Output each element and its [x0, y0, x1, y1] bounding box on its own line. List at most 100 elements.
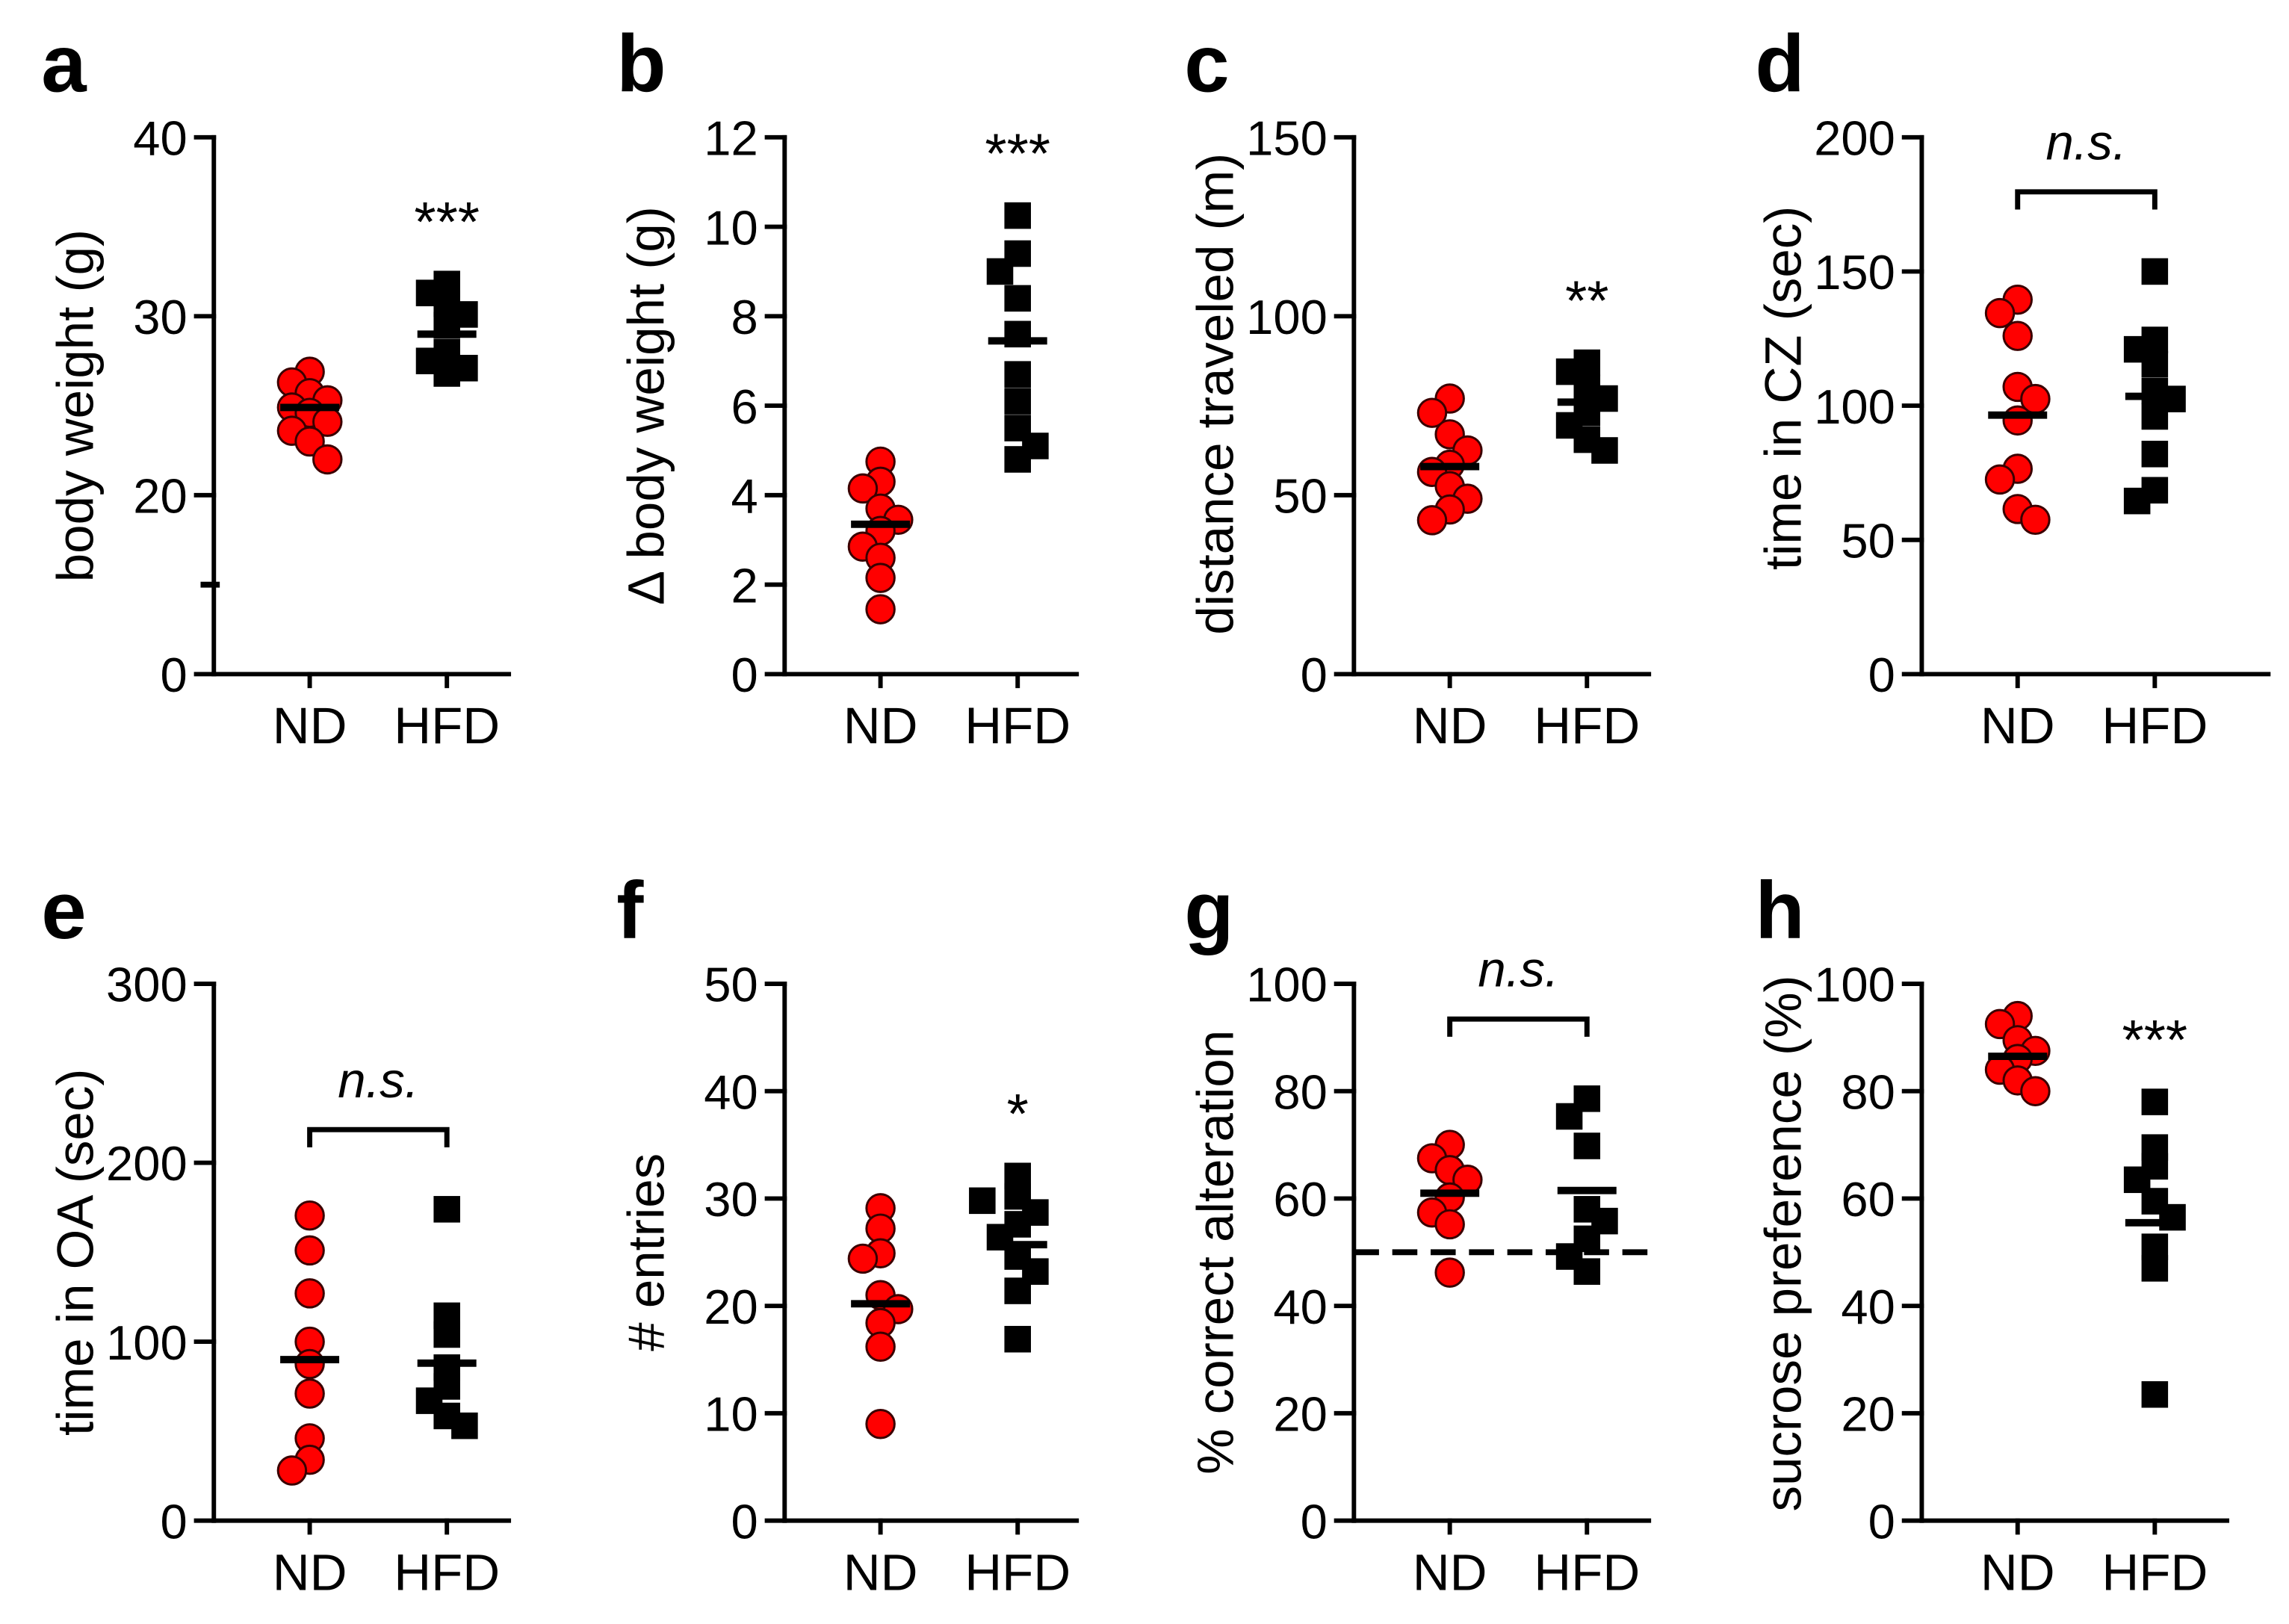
x-tick-label-hfd: HFD — [2101, 696, 2208, 754]
data-point-hfd — [1004, 361, 1031, 388]
data-point-hfd — [2141, 350, 2169, 378]
x-tick-label-hfd: HFD — [964, 696, 1071, 754]
x-tick-label-nd: ND — [1413, 1543, 1487, 1601]
y-axis-label: # entries — [616, 1153, 675, 1351]
x-tick-label-nd: ND — [1413, 696, 1487, 754]
x-tick-label-hfd: HFD — [394, 1543, 500, 1601]
y-tick-label: 50 — [704, 958, 758, 1012]
data-point-hfd — [2141, 1380, 2169, 1408]
y-tick-label: 6 — [731, 379, 758, 434]
data-point-nd — [276, 1455, 308, 1486]
data-point-hfd — [2141, 1088, 2169, 1115]
x-tick-label-hfd: HFD — [2101, 1543, 2208, 1601]
significance-label: n.s. — [1478, 942, 1558, 998]
data-point-hfd — [1004, 1325, 1031, 1353]
y-axis-label: time in CZ (sec) — [1754, 206, 1812, 570]
data-point-hfd — [2141, 403, 2169, 430]
data-point-nd — [294, 1348, 325, 1380]
y-tick-label: 100 — [1246, 290, 1328, 344]
panel-a: a body weight (g) 0 20 30 40 ND HFD *** — [41, 19, 512, 754]
data-point-hfd — [986, 258, 1014, 285]
y-tick-label: 4 — [731, 469, 758, 524]
y-tick-label: 20 — [133, 469, 187, 524]
x-tick-label-nd: ND — [273, 696, 347, 754]
y-tick-label: 40 — [133, 111, 187, 165]
panel-letter: a — [41, 19, 87, 110]
x-tick-label-hfd: HFD — [1534, 696, 1640, 754]
data-point-hfd — [451, 1412, 478, 1439]
panel-letter: c — [1184, 19, 1229, 110]
data-point-hfd — [433, 360, 460, 387]
x-tick-label-nd: ND — [843, 1543, 918, 1601]
data-point-hfd — [2141, 441, 2169, 468]
panel-letter: d — [1755, 19, 1804, 110]
x-tick-label-nd: ND — [1980, 1543, 2055, 1601]
data-point-hfd — [2141, 1255, 2169, 1282]
data-point-hfd — [1004, 446, 1031, 473]
data-point-hfd — [2141, 258, 2169, 285]
panel-letter: g — [1184, 866, 1233, 956]
y-tick-label: 100 — [1814, 958, 1895, 1012]
y-tick-label: 60 — [1273, 1172, 1327, 1227]
y-tick-label: 10 — [704, 200, 758, 255]
data-point-hfd — [2123, 487, 2151, 515]
significance-bracket — [307, 1126, 450, 1147]
y-tick-label: 8 — [731, 290, 758, 344]
significance-label: n.s. — [2045, 114, 2126, 170]
y-tick-label: 10 — [704, 1387, 758, 1442]
y-axis-label: % correct alteration — [1186, 1030, 1244, 1475]
data-point-nd — [1434, 1257, 1465, 1288]
y-tick-label: 100 — [1246, 958, 1328, 1012]
panel-letter: h — [1755, 866, 1804, 956]
y-tick-label: 80 — [1841, 1064, 1895, 1119]
data-point-nd — [2020, 1076, 2051, 1106]
y-tick-label: 50 — [1273, 469, 1327, 524]
data-point-nd — [312, 444, 343, 475]
data-point-hfd — [1004, 1277, 1031, 1304]
data-point-nd — [294, 426, 325, 457]
y-tick-label: 200 — [1814, 111, 1895, 165]
y-tick-label: 0 — [1301, 648, 1328, 702]
significance-label: *** — [2122, 1008, 2188, 1071]
panel-g: g % correct alteration 0 20 40 60 80 100 ND HFD n.… — [1184, 866, 1658, 1601]
significance-label: *** — [414, 190, 480, 253]
data-point-hfd — [1591, 437, 1618, 464]
data-point-nd — [865, 562, 896, 593]
data-point-hfd — [433, 1321, 460, 1348]
y-tick-label: 40 — [1841, 1280, 1895, 1334]
data-point-hfd — [2159, 1203, 2186, 1231]
significance-bracket — [1447, 1016, 1590, 1037]
panel-d: d time in CZ (sec) 0 50 100 150 200 ND HFD n.s. — [1754, 19, 2271, 754]
data-point-nd — [1416, 397, 1448, 428]
panel-letter: b — [616, 19, 666, 110]
data-point-nd — [2020, 504, 2051, 536]
y-tick-label: 0 — [731, 648, 758, 702]
x-tick-label-hfd: HFD — [964, 1543, 1071, 1601]
data-point-nd — [2002, 320, 2033, 351]
y-tick-label: 30 — [704, 1172, 758, 1227]
y-axis-label: sucrose preference (%) — [1754, 975, 1812, 1511]
y-tick-label: 60 — [1841, 1172, 1895, 1227]
data-point-nd — [1984, 464, 2016, 495]
data-point-nd — [847, 1243, 879, 1274]
y-tick-label: 40 — [1273, 1280, 1327, 1334]
y-tick-label: 2 — [731, 558, 758, 613]
x-tick-label-nd: ND — [1980, 696, 2055, 754]
x-tick-label-nd: ND — [843, 696, 918, 754]
data-point-hfd — [1573, 1258, 1601, 1285]
y-tick-label: 30 — [133, 290, 187, 344]
data-point-nd — [847, 473, 879, 504]
y-tick-label: 20 — [1273, 1387, 1327, 1442]
data-point-hfd — [1573, 1132, 1601, 1159]
data-point-hfd — [1004, 202, 1031, 229]
y-tick-label: 150 — [1814, 245, 1895, 300]
data-point-nd — [865, 1331, 896, 1363]
data-point-hfd — [433, 1196, 460, 1223]
significance-label: * — [1007, 1082, 1029, 1145]
significance-bracket — [2015, 189, 2158, 210]
y-axis-label: body weight (g) — [46, 229, 104, 582]
y-tick-label: 100 — [1814, 379, 1895, 434]
data-point-nd — [1416, 505, 1448, 536]
significance-label: n.s. — [338, 1053, 418, 1109]
